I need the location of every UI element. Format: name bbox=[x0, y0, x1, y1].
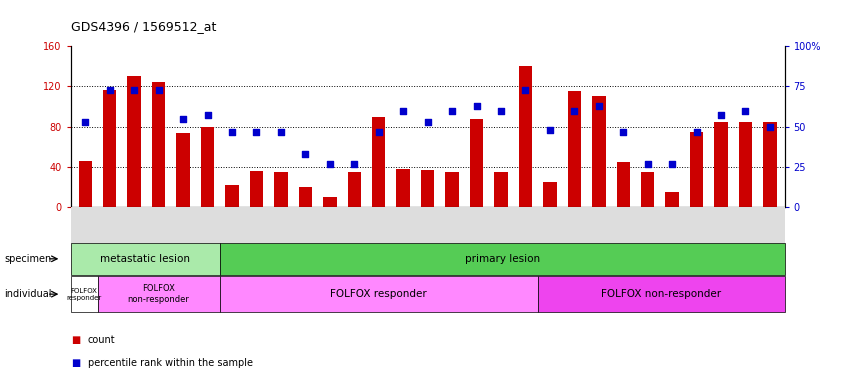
Bar bbox=[543, 182, 557, 207]
Point bbox=[763, 124, 777, 130]
Point bbox=[543, 127, 557, 133]
Bar bbox=[299, 187, 312, 207]
Text: specimen: specimen bbox=[4, 254, 52, 264]
Point bbox=[249, 129, 263, 135]
Text: GDS4396 / 1569512_at: GDS4396 / 1569512_at bbox=[71, 20, 216, 33]
Point bbox=[226, 129, 239, 135]
Point bbox=[323, 161, 337, 167]
Point bbox=[420, 119, 434, 125]
Bar bbox=[494, 172, 508, 207]
Text: FOLFOX
responder: FOLFOX responder bbox=[66, 288, 102, 301]
Text: primary lesion: primary lesion bbox=[465, 254, 540, 264]
Text: ■: ■ bbox=[71, 335, 80, 345]
Point bbox=[151, 86, 165, 93]
Bar bbox=[690, 132, 703, 207]
Point bbox=[103, 86, 117, 93]
Bar bbox=[347, 172, 361, 207]
Point bbox=[372, 129, 386, 135]
Point bbox=[714, 113, 728, 119]
Bar bbox=[226, 185, 239, 207]
Bar bbox=[372, 117, 386, 207]
Text: count: count bbox=[88, 335, 115, 345]
Point bbox=[494, 108, 508, 114]
Point bbox=[690, 129, 704, 135]
Bar bbox=[714, 122, 728, 207]
Bar bbox=[616, 162, 630, 207]
Point bbox=[274, 129, 288, 135]
Bar bbox=[397, 169, 410, 207]
Point bbox=[347, 161, 361, 167]
Point bbox=[299, 151, 312, 157]
Bar bbox=[78, 161, 92, 207]
Bar bbox=[592, 96, 606, 207]
Text: individual: individual bbox=[4, 289, 52, 299]
Bar bbox=[176, 133, 190, 207]
Bar bbox=[201, 127, 214, 207]
Text: percentile rank within the sample: percentile rank within the sample bbox=[88, 358, 253, 368]
Point bbox=[641, 161, 654, 167]
Bar bbox=[249, 171, 263, 207]
Point bbox=[201, 113, 214, 119]
Text: FOLFOX responder: FOLFOX responder bbox=[330, 289, 427, 299]
Point bbox=[78, 119, 92, 125]
Bar bbox=[128, 76, 141, 207]
Bar bbox=[568, 91, 581, 207]
Bar bbox=[421, 170, 434, 207]
Point bbox=[397, 108, 410, 114]
Point bbox=[176, 116, 190, 122]
Bar bbox=[470, 119, 483, 207]
Point bbox=[518, 86, 532, 93]
Bar bbox=[739, 122, 752, 207]
Text: ■: ■ bbox=[71, 358, 80, 368]
Point bbox=[665, 161, 679, 167]
Point bbox=[128, 86, 141, 93]
Point bbox=[470, 103, 483, 109]
Bar bbox=[763, 122, 777, 207]
Bar bbox=[152, 83, 165, 207]
Point bbox=[445, 108, 459, 114]
Bar bbox=[103, 91, 117, 207]
Point bbox=[616, 129, 630, 135]
Bar bbox=[445, 172, 459, 207]
Bar bbox=[641, 172, 654, 207]
Text: metastatic lesion: metastatic lesion bbox=[100, 254, 191, 264]
Bar bbox=[665, 192, 679, 207]
Text: FOLFOX
non-responder: FOLFOX non-responder bbox=[128, 285, 190, 304]
Text: FOLFOX non-responder: FOLFOX non-responder bbox=[601, 289, 721, 299]
Point bbox=[568, 108, 581, 114]
Bar bbox=[323, 197, 336, 207]
Point bbox=[592, 103, 606, 109]
Bar bbox=[519, 66, 532, 207]
Bar bbox=[274, 172, 288, 207]
Point bbox=[739, 108, 752, 114]
